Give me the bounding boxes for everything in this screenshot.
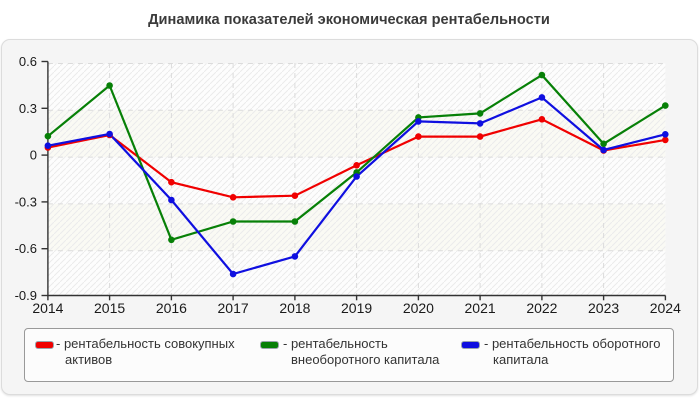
svg-text:2016: 2016 <box>156 300 187 316</box>
svg-text:2021: 2021 <box>465 300 496 316</box>
svg-text:0.6: 0.6 <box>19 54 37 69</box>
svg-text:0.3: 0.3 <box>19 101 37 116</box>
svg-text:2014: 2014 <box>32 300 63 316</box>
svg-text:-0.9: -0.9 <box>15 288 37 303</box>
svg-text:2020: 2020 <box>403 300 434 316</box>
svg-text:2023: 2023 <box>588 300 619 316</box>
svg-text:2018: 2018 <box>279 300 310 316</box>
svg-text:2022: 2022 <box>526 300 557 316</box>
svg-text:2015: 2015 <box>94 300 125 316</box>
svg-text:2019: 2019 <box>341 300 372 316</box>
svg-text:2017: 2017 <box>218 300 249 316</box>
svg-text:0: 0 <box>30 148 37 163</box>
svg-text:2024: 2024 <box>650 300 681 316</box>
svg-text:-0.6: -0.6 <box>15 241 37 256</box>
svg-text:-0.3: -0.3 <box>15 194 37 209</box>
